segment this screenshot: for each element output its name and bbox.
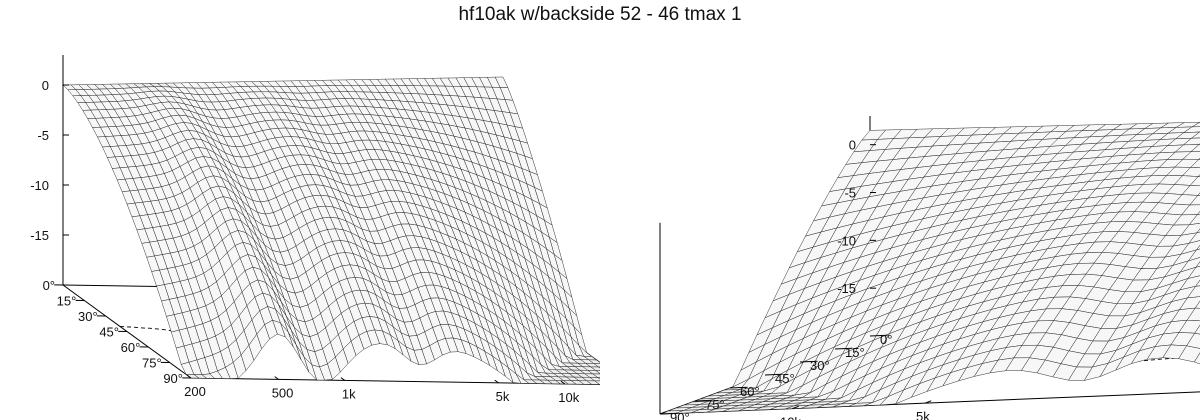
freq-tick-mark [792, 405, 799, 410]
freq-tick-mark [274, 376, 279, 380]
surface-cell [1194, 352, 1200, 365]
freq-tick-label: 5k [916, 409, 930, 420]
z-tick-label: -10 [30, 178, 49, 193]
freq-tick-label: 500 [272, 385, 294, 400]
angle-tick-mark [764, 373, 783, 376]
z-tick-label: -15 [30, 228, 49, 243]
freq-tick-mark [659, 411, 667, 415]
surface-plot-right: 0-5-10-150°15°30°45°60°75°90°2005001k5k1… [659, 116, 1200, 420]
angle-tick-label: 60° [740, 384, 760, 399]
angle-tick-label: 30° [78, 309, 98, 324]
freq-tick-label: 200 [184, 384, 206, 399]
angle-tick-label: 75° [705, 397, 725, 412]
surface-mesh [62, 76, 600, 385]
z-tick-label: -5 [844, 186, 856, 201]
angle-tick-mark [659, 412, 678, 415]
z-tick-label: -10 [837, 233, 856, 248]
angle-tick-mark [834, 347, 853, 350]
freq-tick-mark [494, 379, 499, 384]
angle-tick-label: 15° [845, 345, 865, 360]
freq-tick-label: 10k [558, 390, 579, 405]
page-title: hf10ak w/backside 52 - 46 tmax 1 [458, 4, 742, 25]
angle-tick-label: 60° [121, 340, 141, 355]
angle-tick-label: 45° [99, 325, 119, 340]
angle-tick-label: 90° [163, 371, 183, 386]
angle-tick-mark [869, 334, 888, 337]
angle-tick-mark [694, 399, 713, 402]
angle-tick-label: 0° [43, 278, 55, 293]
surface-plot-left: 0 -5 -10 -15 0°15°30°45°60°75°90°200 500 1k 5k 1… [30, 55, 600, 405]
freq-tick-mark [186, 374, 192, 379]
angle-tick-label: 90° [670, 410, 690, 420]
z-tick-label: 0 [849, 138, 856, 153]
z-tick-label: -15 [837, 281, 856, 296]
angle-tick-mark [729, 386, 748, 389]
angle-tick-label: 75° [142, 356, 162, 371]
angle-tick-label: 0° [880, 332, 892, 347]
freq-tick-mark [340, 377, 346, 381]
freq-tick-mark [924, 400, 932, 404]
freq-tick-mark [560, 380, 566, 385]
freq-tick-label: 5k [496, 389, 510, 404]
angle-tick-label: 30° [810, 358, 830, 373]
angle-tick-label: 15° [57, 294, 77, 309]
angle-tick-mark [799, 360, 818, 363]
freq-tick-label: 1k [342, 386, 356, 401]
z-tick-label: 0 [42, 78, 49, 93]
surface-mesh [659, 121, 1200, 415]
angle-tick-label: 45° [775, 371, 795, 386]
z-tick-label: -5 [37, 128, 49, 143]
freq-tick-label: 10k [780, 415, 801, 420]
